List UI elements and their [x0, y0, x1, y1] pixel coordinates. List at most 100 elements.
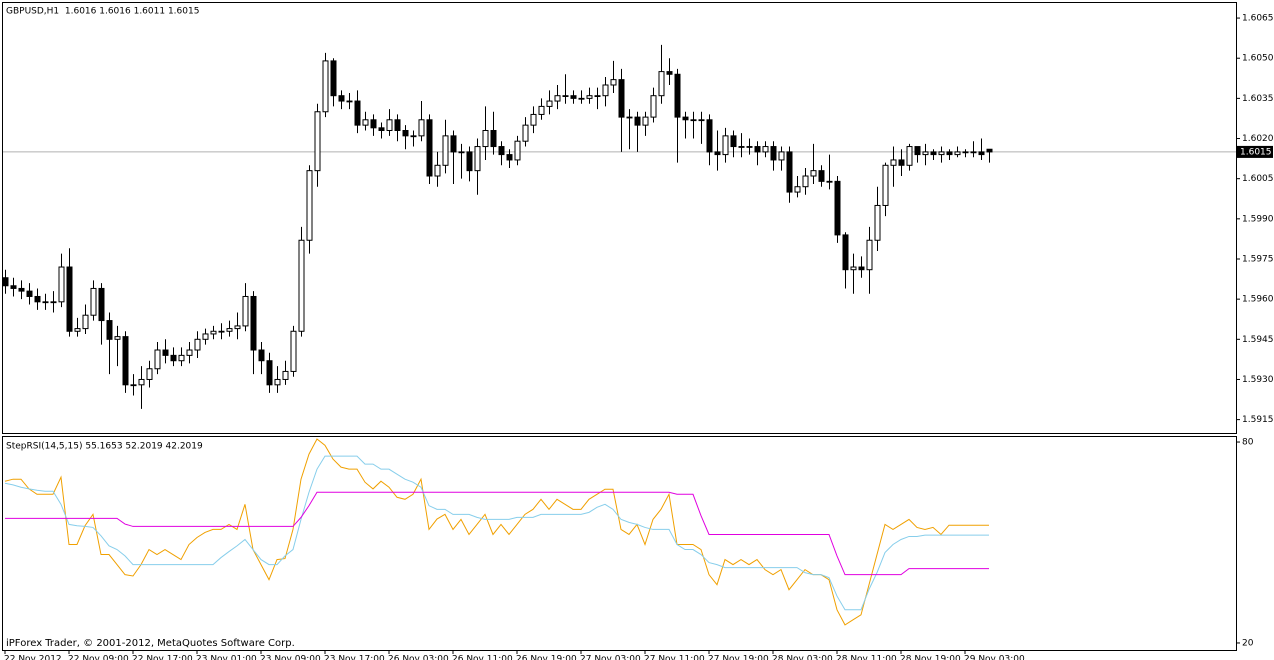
candle-body — [338, 95, 345, 102]
x-tick-label: 28 Nov 19:00 — [900, 655, 961, 660]
candle-body — [346, 100, 353, 103]
candle-body — [42, 301, 49, 304]
candle-body — [458, 151, 465, 154]
footer: iPForex Trader, © 2001-2012, MetaQuotes … — [6, 638, 295, 649]
candle-body — [122, 336, 129, 386]
x-tick-label: 23 Nov 01:00 — [196, 655, 257, 660]
indicator-title: StepRSI(14,5,15) 55.1653 52.2019 42.2019 — [6, 442, 203, 452]
candle-body — [786, 151, 793, 193]
candle-body — [226, 328, 233, 332]
y-tick-label: 1.6020 — [1242, 134, 1274, 144]
y-tick-label: 80 — [1242, 438, 1254, 448]
x-tick-label: 28 Nov 03:00 — [772, 655, 833, 660]
candle-body — [194, 338, 201, 351]
candle-body — [418, 119, 425, 137]
indicator-line — [5, 491, 989, 576]
candle-body — [10, 285, 17, 289]
y-tick-label: 1.5960 — [1242, 295, 1274, 305]
y-tick-label: 1.6005 — [1242, 174, 1274, 184]
candle-body — [978, 151, 985, 156]
chart-title: GBPUSD,H1 1.6016 1.6016 1.6011 1.6015 — [6, 7, 199, 17]
y-tick-label: 1.6050 — [1242, 54, 1274, 64]
candle-body — [722, 135, 729, 156]
candle-body — [810, 170, 817, 177]
candle-body — [130, 384, 137, 387]
candle-body — [522, 124, 529, 142]
x-tick-label: 22 Nov 17:00 — [132, 655, 193, 660]
candle-body — [738, 146, 745, 148]
y-tick-label: 1.5930 — [1242, 375, 1274, 385]
candle-body — [962, 151, 969, 154]
candle-body — [466, 151, 473, 172]
candle-body — [586, 95, 593, 99]
candle-body — [698, 119, 705, 122]
candle-body — [690, 119, 697, 122]
candle-body — [930, 151, 937, 156]
candle-body — [802, 175, 809, 188]
candle-body — [234, 325, 241, 330]
candle-body — [98, 287, 105, 322]
candle-body — [314, 111, 321, 172]
candle-body — [282, 370, 289, 380]
indicator-line — [4, 438, 989, 626]
candle-body — [602, 84, 609, 97]
candle-body — [850, 266, 857, 271]
candle-body — [186, 349, 193, 356]
candle-body — [514, 140, 521, 161]
y-tick-label: 1.5945 — [1242, 335, 1274, 345]
candle-body — [154, 349, 161, 370]
candle-body — [242, 295, 249, 327]
x-tick-label: 26 Nov 11:00 — [452, 655, 513, 660]
current-price-label: 1.6015 — [1240, 147, 1272, 157]
candle-body — [442, 135, 449, 166]
candle-body — [826, 180, 833, 183]
candle-body — [594, 95, 601, 97]
indicator-line — [4, 455, 989, 611]
candle-body — [386, 119, 393, 131]
x-tick-label: 26 Nov 03:00 — [388, 655, 449, 660]
candle-body — [146, 368, 153, 380]
candle-body — [778, 151, 785, 161]
candle-body — [906, 146, 913, 166]
candle-body — [26, 290, 33, 297]
candle-body — [746, 146, 753, 148]
candle-body — [866, 239, 873, 271]
candle-body — [954, 151, 961, 156]
candle-body — [626, 116, 633, 119]
candle-body — [498, 146, 505, 156]
candle-body — [178, 354, 185, 362]
x-tick-label: 22 Nov 2012 — [4, 655, 62, 660]
candle-body — [610, 79, 617, 86]
current-price-box — [1237, 145, 1273, 158]
candle-body — [18, 287, 25, 292]
candle-body — [794, 186, 801, 193]
y-tick-label: 20 — [1242, 638, 1254, 648]
candle-body — [138, 378, 145, 386]
y-tick-label: 1.6035 — [1242, 94, 1274, 104]
x-tick-label: 27 Nov 03:00 — [580, 655, 641, 660]
y-tick-label: 1.6065 — [1242, 14, 1274, 24]
candle-body — [258, 349, 265, 362]
candle-body — [202, 333, 209, 340]
candle-body — [210, 330, 217, 335]
candle-body — [426, 119, 433, 177]
x-tick-label: 28 Nov 11:00 — [836, 655, 897, 660]
candle-body — [642, 116, 649, 126]
candle-body — [762, 146, 769, 153]
candle-body — [410, 135, 417, 138]
candle-body — [546, 100, 553, 107]
candle-body — [306, 170, 313, 241]
candle-body — [770, 146, 777, 161]
candle-body — [450, 135, 457, 153]
x-tick-label: 23 Nov 09:00 — [260, 655, 321, 660]
candle-body — [482, 129, 489, 148]
candle-body — [298, 239, 305, 332]
candle-body — [74, 328, 81, 332]
candle-body — [898, 159, 905, 166]
candle-body — [170, 354, 177, 362]
candle-body — [34, 295, 41, 303]
candle-body — [714, 151, 721, 156]
candle-body — [554, 95, 561, 102]
x-tick-label: 27 Nov 19:00 — [708, 655, 769, 660]
